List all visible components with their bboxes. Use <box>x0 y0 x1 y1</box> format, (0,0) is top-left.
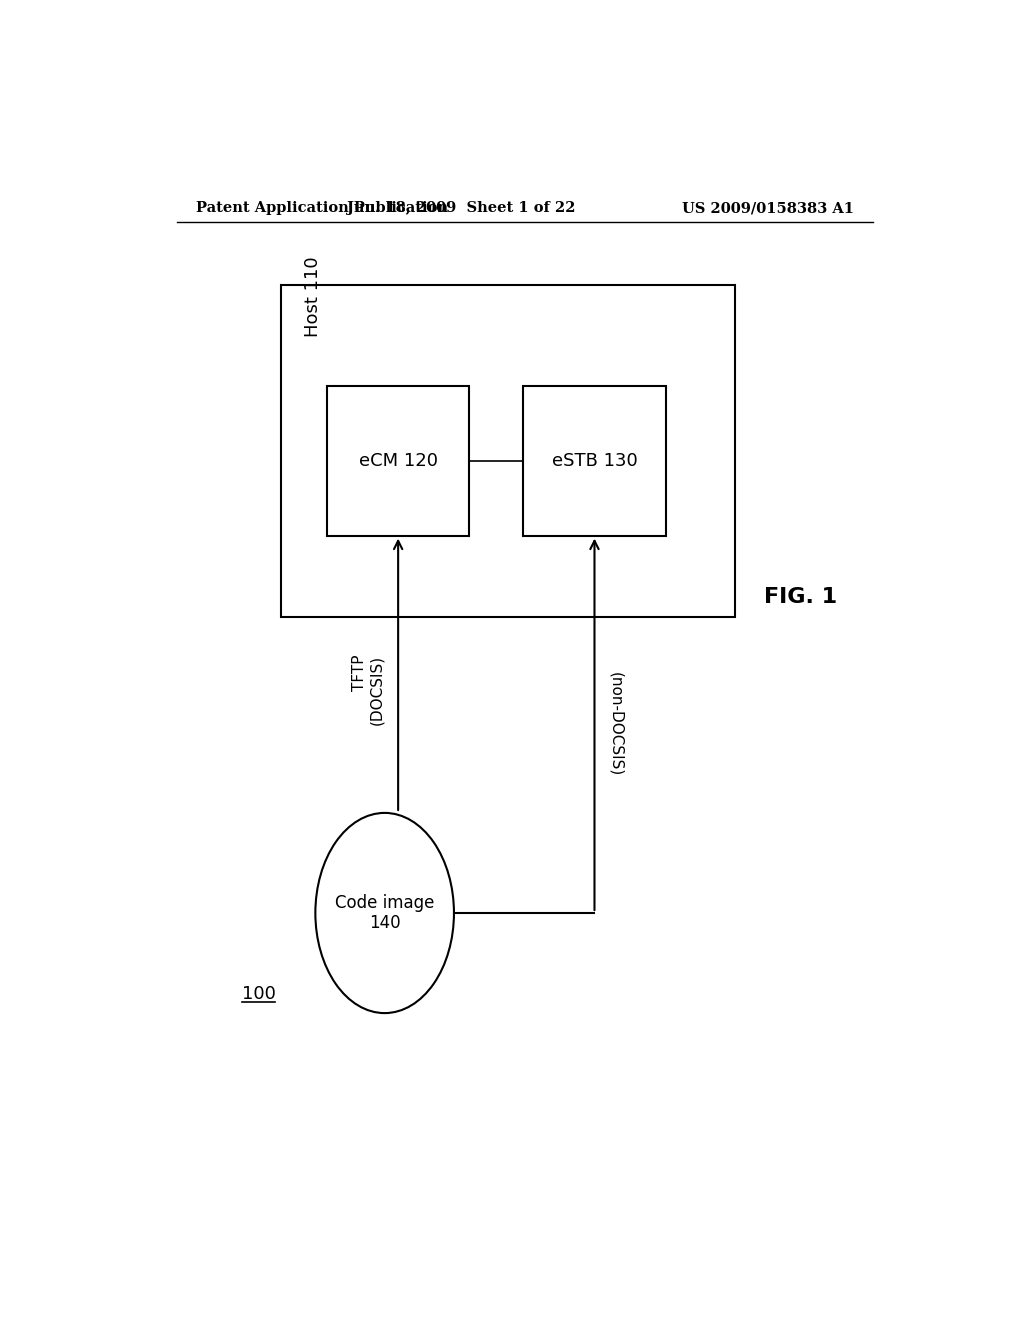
Text: 100: 100 <box>243 985 276 1003</box>
Text: (non-DOCSIS): (non-DOCSIS) <box>608 672 624 776</box>
Text: US 2009/0158383 A1: US 2009/0158383 A1 <box>682 202 854 215</box>
Text: Patent Application Publication: Patent Application Publication <box>196 202 449 215</box>
Bar <box>523 385 666 536</box>
Ellipse shape <box>315 813 454 1014</box>
Text: Host 110: Host 110 <box>304 256 322 338</box>
Bar <box>281 285 735 616</box>
Text: Code image
140: Code image 140 <box>335 894 434 932</box>
Text: FIG. 1: FIG. 1 <box>764 587 837 607</box>
Text: eSTB 130: eSTB 130 <box>552 451 637 470</box>
Text: eCM 120: eCM 120 <box>358 451 437 470</box>
Text: TFTP
(DOCSIS): TFTP (DOCSIS) <box>352 655 384 725</box>
Text: Jun. 18, 2009  Sheet 1 of 22: Jun. 18, 2009 Sheet 1 of 22 <box>347 202 575 215</box>
Bar <box>327 385 469 536</box>
